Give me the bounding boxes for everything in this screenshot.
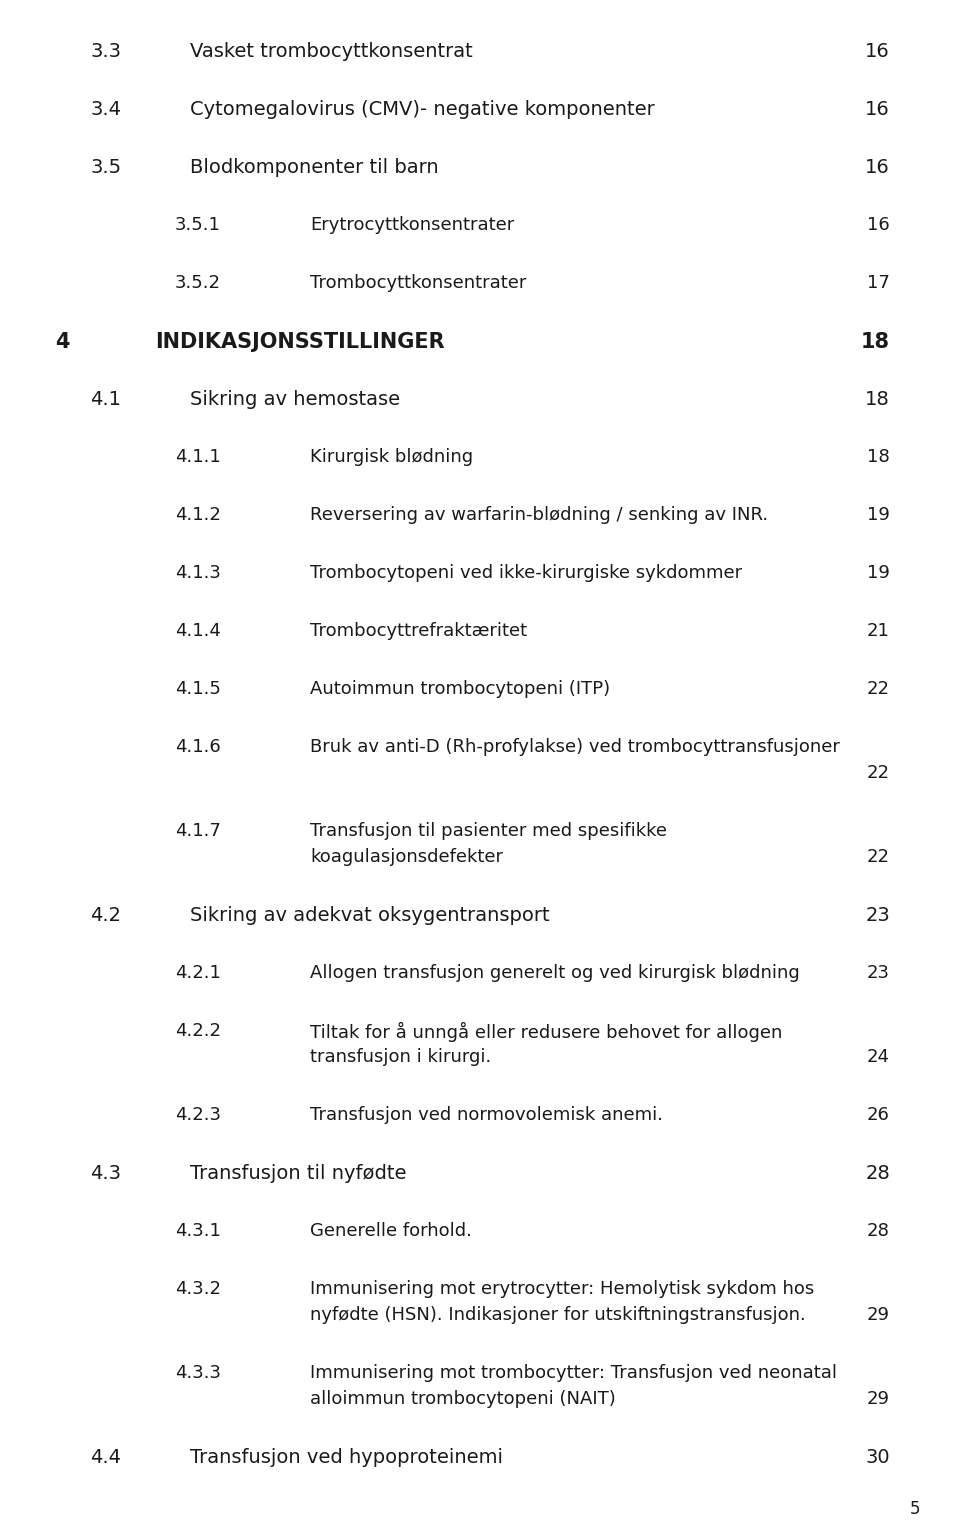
Text: Trombocyttrefraktæritet: Trombocyttrefraktæritet (310, 622, 527, 640)
Text: 26: 26 (867, 1106, 890, 1124)
Text: Erytrocyttkonsentrater: Erytrocyttkonsentrater (310, 216, 515, 234)
Text: 4.1.1: 4.1.1 (175, 447, 221, 466)
Text: 4.2.1: 4.2.1 (175, 964, 221, 982)
Text: Kirurgisk blødning: Kirurgisk blødning (310, 447, 473, 466)
Text: 29: 29 (867, 1305, 890, 1324)
Text: 4.1.2: 4.1.2 (175, 506, 221, 524)
Text: nyfødte (HSN). Indikasjoner for utskiftningstransfusjon.: nyfødte (HSN). Indikasjoner for utskiftn… (310, 1305, 805, 1324)
Text: 23: 23 (867, 964, 890, 982)
Text: 4.1.7: 4.1.7 (175, 823, 221, 840)
Text: 4: 4 (55, 332, 69, 352)
Text: 23: 23 (865, 905, 890, 925)
Text: 4.1: 4.1 (90, 391, 121, 409)
Text: 4.3.2: 4.3.2 (175, 1281, 221, 1298)
Text: 3.3: 3.3 (90, 41, 121, 61)
Text: 4.1.3: 4.1.3 (175, 564, 221, 582)
Text: 4.2: 4.2 (90, 905, 121, 925)
Text: 4.4: 4.4 (90, 1448, 121, 1468)
Text: INDIKASJONSSTILLINGER: INDIKASJONSSTILLINGER (155, 332, 444, 352)
Text: 22: 22 (867, 764, 890, 781)
Text: 16: 16 (867, 216, 890, 234)
Text: Bruk av anti-D (Rh-profylakse) ved trombocyttransfusjoner: Bruk av anti-D (Rh-profylakse) ved tromb… (310, 738, 840, 755)
Text: 16: 16 (865, 158, 890, 178)
Text: 4.3.3: 4.3.3 (175, 1363, 221, 1382)
Text: Vasket trombocyttkonsentrat: Vasket trombocyttkonsentrat (190, 41, 472, 61)
Text: 22: 22 (867, 680, 890, 699)
Text: 3.5.2: 3.5.2 (175, 274, 221, 293)
Text: 3.5: 3.5 (90, 158, 121, 178)
Text: transfusjon i kirurgi.: transfusjon i kirurgi. (310, 1048, 492, 1066)
Text: 19: 19 (867, 564, 890, 582)
Text: 5: 5 (909, 1500, 920, 1518)
Text: Blodkomponenter til barn: Blodkomponenter til barn (190, 158, 439, 178)
Text: 18: 18 (861, 332, 890, 352)
Text: 4.3.1: 4.3.1 (175, 1223, 221, 1239)
Text: Transfusjon til pasienter med spesifikke: Transfusjon til pasienter med spesifikke (310, 823, 667, 840)
Text: Cytomegalovirus (CMV)- negative komponenter: Cytomegalovirus (CMV)- negative komponen… (190, 100, 655, 119)
Text: 22: 22 (867, 849, 890, 866)
Text: 4.2.3: 4.2.3 (175, 1106, 221, 1124)
Text: 17: 17 (867, 274, 890, 293)
Text: Autoimmun trombocytopeni (ITP): Autoimmun trombocytopeni (ITP) (310, 680, 611, 699)
Text: 3.4: 3.4 (90, 100, 121, 119)
Text: 16: 16 (865, 41, 890, 61)
Text: 4.3: 4.3 (90, 1164, 121, 1183)
Text: 30: 30 (865, 1448, 890, 1468)
Text: Trombocytopeni ved ikke-kirurgiske sykdommer: Trombocytopeni ved ikke-kirurgiske sykdo… (310, 564, 742, 582)
Text: Immunisering mot trombocytter: Transfusjon ved neonatal: Immunisering mot trombocytter: Transfusj… (310, 1363, 837, 1382)
Text: 3.5.1: 3.5.1 (175, 216, 221, 234)
Text: alloimmun trombocytopeni (NAIT): alloimmun trombocytopeni (NAIT) (310, 1390, 615, 1408)
Text: 28: 28 (865, 1164, 890, 1183)
Text: Sikring av hemostase: Sikring av hemostase (190, 391, 400, 409)
Text: 16: 16 (865, 100, 890, 119)
Text: 21: 21 (867, 622, 890, 640)
Text: 4.1.6: 4.1.6 (175, 738, 221, 755)
Text: 18: 18 (865, 391, 890, 409)
Text: Sikring av adekvat oksygentransport: Sikring av adekvat oksygentransport (190, 905, 550, 925)
Text: Generelle forhold.: Generelle forhold. (310, 1223, 472, 1239)
Text: Transfusjon ved hypoproteinemi: Transfusjon ved hypoproteinemi (190, 1448, 503, 1468)
Text: 19: 19 (867, 506, 890, 524)
Text: 28: 28 (867, 1223, 890, 1239)
Text: 18: 18 (867, 447, 890, 466)
Text: Transfusjon ved normovolemisk anemi.: Transfusjon ved normovolemisk anemi. (310, 1106, 663, 1124)
Text: Immunisering mot erytrocytter: Hemolytisk sykdom hos: Immunisering mot erytrocytter: Hemolytis… (310, 1281, 814, 1298)
Text: 4.1.5: 4.1.5 (175, 680, 221, 699)
Text: koagulasjonsdefekter: koagulasjonsdefekter (310, 849, 503, 866)
Text: Allogen transfusjon generelt og ved kirurgisk blødning: Allogen transfusjon generelt og ved kiru… (310, 964, 800, 982)
Text: Tiltak for å unngå eller redusere behovet for allogen: Tiltak for å unngå eller redusere behove… (310, 1022, 782, 1042)
Text: 29: 29 (867, 1390, 890, 1408)
Text: 4.2.2: 4.2.2 (175, 1022, 221, 1040)
Text: Reversering av warfarin-blødning / senking av INR.: Reversering av warfarin-blødning / senki… (310, 506, 768, 524)
Text: Transfusjon til nyfødte: Transfusjon til nyfødte (190, 1164, 406, 1183)
Text: 4.1.4: 4.1.4 (175, 622, 221, 640)
Text: 24: 24 (867, 1048, 890, 1066)
Text: Trombocyttkonsentrater: Trombocyttkonsentrater (310, 274, 526, 293)
